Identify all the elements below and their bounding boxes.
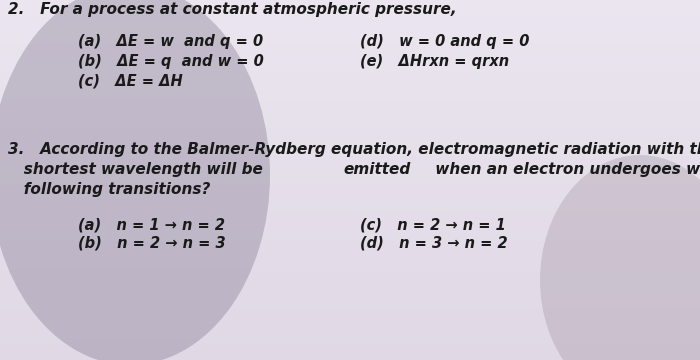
Text: (a)   ΔE = w  and q = 0: (a) ΔE = w and q = 0 [78,34,263,49]
Text: (d)   w = 0 and q = 0: (d) w = 0 and q = 0 [360,34,529,49]
Text: emitted: emitted [344,162,411,177]
Text: 2.   For a process at constant atmospheric pressure,: 2. For a process at constant atmospheric… [8,2,456,17]
Text: (d)   n = 3 → n = 2: (d) n = 3 → n = 2 [360,235,508,250]
Text: 3.   According to the Balmer-Rydberg equation, electromagnetic radiation with th: 3. According to the Balmer-Rydberg equat… [8,142,700,157]
Text: (c)   ΔE = ΔH: (c) ΔE = ΔH [78,74,183,89]
Text: shortest wavelength will be: shortest wavelength will be [8,162,268,177]
Text: (e)   ΔHrxn = qrxn: (e) ΔHrxn = qrxn [360,54,509,69]
Text: (a)   n = 1 → n = 2: (a) n = 1 → n = 2 [78,217,225,232]
Text: when an electron undergoes which of the: when an electron undergoes which of the [430,162,700,177]
Ellipse shape [540,155,700,360]
Ellipse shape [0,0,270,360]
Text: (b)   ΔE = q  and w = 0: (b) ΔE = q and w = 0 [78,54,264,69]
Text: (b)   n = 2 → n = 3: (b) n = 2 → n = 3 [78,235,225,250]
Text: following transitions?: following transitions? [8,182,211,197]
Text: (c)   n = 2 → n = 1: (c) n = 2 → n = 1 [360,217,505,232]
